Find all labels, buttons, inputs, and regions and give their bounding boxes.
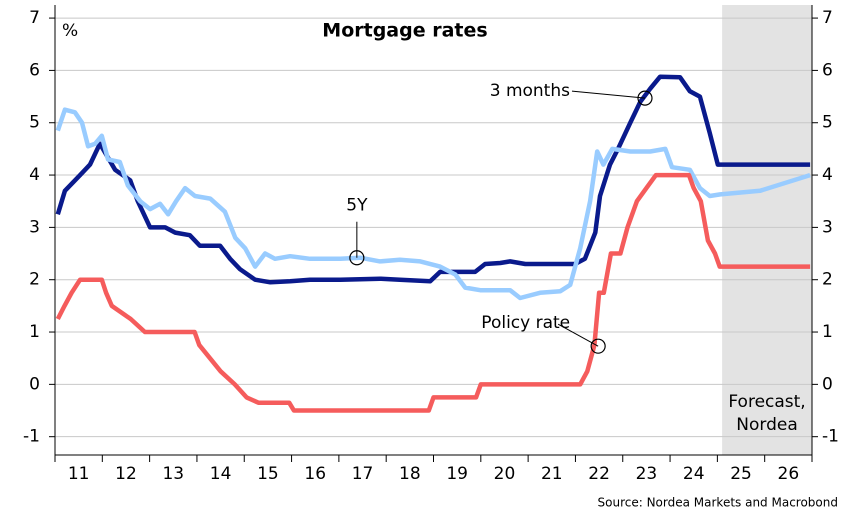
y-unit: % xyxy=(62,21,78,41)
y2-tick-label: 6 xyxy=(822,60,833,80)
annotation-marker xyxy=(590,338,606,354)
x-tick-label: 21 xyxy=(541,464,563,484)
annotation-label: 3 months xyxy=(490,81,570,101)
y-tick-label: 1 xyxy=(29,322,40,342)
x-tick-label: 23 xyxy=(636,464,658,484)
x-tick-label: 26 xyxy=(778,464,800,484)
series-line xyxy=(55,107,811,301)
x-tick-label: 15 xyxy=(257,464,279,484)
y-tick-label: 3 xyxy=(29,217,40,237)
x-tick-label: 17 xyxy=(352,464,374,484)
x-tick-label: 13 xyxy=(162,464,184,484)
annotation-leader xyxy=(571,90,646,99)
x-tick-label: 18 xyxy=(399,464,421,484)
x-tick-label: 25 xyxy=(730,464,752,484)
y-tick-label: 4 xyxy=(29,165,40,185)
forecast-region xyxy=(722,5,812,455)
y-tick-label: 6 xyxy=(29,60,40,80)
y2-tick-label: 0 xyxy=(822,374,833,394)
x-tick-label: 14 xyxy=(210,464,232,484)
forecast-label: Forecast, xyxy=(728,392,805,412)
y2-tick-label: 1 xyxy=(822,322,833,342)
x-tick-label: 11 xyxy=(68,464,90,484)
x-tick-label: 16 xyxy=(304,464,326,484)
x-tick-label: 24 xyxy=(683,464,705,484)
y-tick-label: 0 xyxy=(29,374,40,394)
series-line xyxy=(55,172,811,413)
annotation-leader xyxy=(557,323,599,347)
y-tick-label: 5 xyxy=(29,113,40,133)
y2-tick-label: -1 xyxy=(822,427,839,447)
annotation-marker xyxy=(349,250,365,266)
y2-tick-label: 3 xyxy=(822,217,833,237)
y-tick-label: 7 xyxy=(29,8,40,28)
x-tick-label: 12 xyxy=(115,464,137,484)
x-tick-label: 22 xyxy=(588,464,610,484)
y-tick-label: 2 xyxy=(29,270,40,290)
x-tick-label: 19 xyxy=(446,464,468,484)
series-line xyxy=(55,74,811,285)
y2-tick-label: 5 xyxy=(822,113,833,133)
annotation-label: 5Y xyxy=(346,196,368,216)
y2-tick-label: 4 xyxy=(822,165,833,185)
y2-tick-label: 7 xyxy=(822,8,833,28)
annotation-marker xyxy=(637,90,653,106)
x-tick-label: 20 xyxy=(494,464,516,484)
annotation-label: Policy rate xyxy=(481,313,570,333)
chart-title: Mortgage rates xyxy=(322,20,487,42)
source: Source: Nordea Markets and Macrobond xyxy=(598,496,839,510)
y-tick-label: -1 xyxy=(23,427,40,447)
forecast-label: Nordea xyxy=(736,415,797,435)
y2-tick-label: 2 xyxy=(822,270,833,290)
